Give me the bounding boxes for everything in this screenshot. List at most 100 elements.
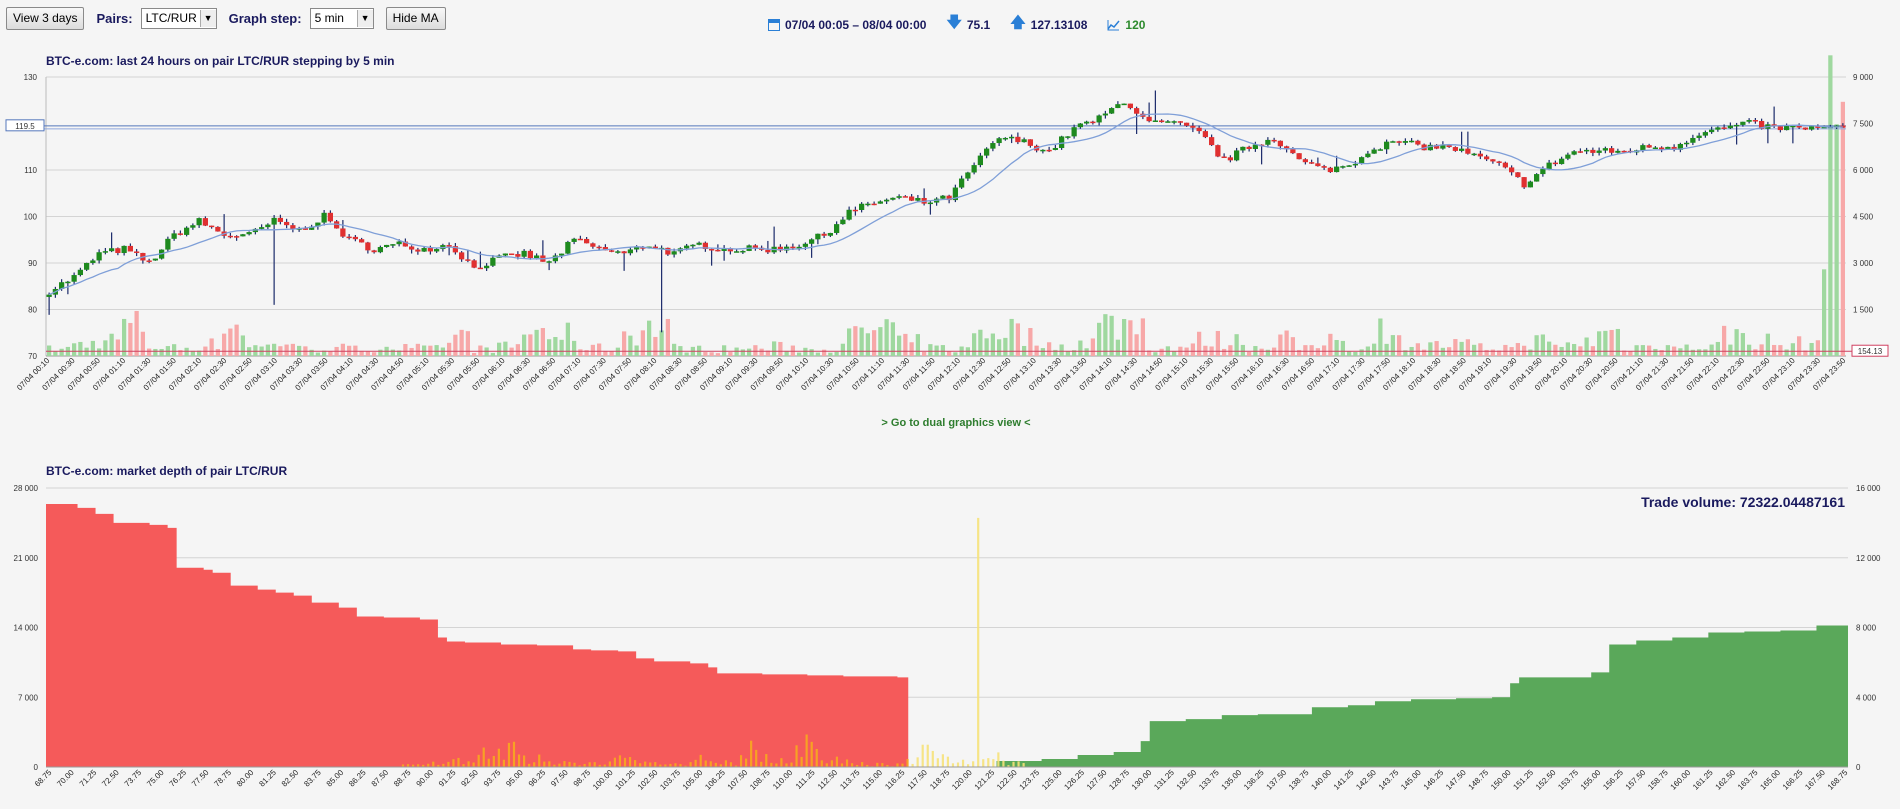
trade-volume-bar <box>815 748 818 767</box>
candle-body <box>402 241 408 247</box>
trade-volume-bar <box>795 745 798 767</box>
volume-bar <box>578 349 583 356</box>
volume-bar <box>547 339 552 356</box>
trade-volume-bar <box>583 763 586 767</box>
depth-chart-title: BTC-e.com: market depth of pair LTC/RUR <box>46 464 288 478</box>
candle-body <box>1359 157 1365 164</box>
candle-body <box>1384 141 1390 150</box>
candle-body <box>709 249 715 251</box>
volume-bar <box>1328 333 1333 356</box>
volume-bar <box>559 339 564 356</box>
x-tick-label: 77.50 <box>190 768 211 789</box>
volume-bar <box>990 333 995 356</box>
trade-volume-bar <box>497 748 500 767</box>
candle-body <box>952 187 958 201</box>
candle-body <box>852 209 858 212</box>
volume-bar <box>172 344 177 356</box>
x-tick-label: 143.75 <box>1377 768 1401 792</box>
trade-volume-bar <box>830 760 833 767</box>
candle-body <box>984 148 990 156</box>
x-tick-label: 85.00 <box>325 768 346 789</box>
candle-body <box>490 257 496 266</box>
volume-bar <box>1290 337 1295 356</box>
x-tick-label: 128.75 <box>1107 768 1131 792</box>
x-tick-label: 117.50 <box>906 768 930 792</box>
volume-bar <box>1653 348 1658 356</box>
volume-bar <box>1372 343 1377 356</box>
trade-volume-bar <box>896 763 899 767</box>
volume-bar <box>1009 318 1014 356</box>
trade-volume-bar <box>770 762 773 767</box>
trade-volume-bar <box>1017 761 1020 767</box>
volume-bar <box>328 351 333 356</box>
volume-bar <box>1059 344 1064 356</box>
graph-step-select[interactable]: 5 min ▼ <box>309 7 374 29</box>
trade-volume-bar <box>422 764 425 767</box>
candle-body <box>1021 139 1027 143</box>
y-tick-label: 21 000 <box>14 554 39 563</box>
candle-body <box>1365 153 1371 158</box>
volume-bar <box>972 333 977 356</box>
candle-body <box>1234 150 1240 161</box>
volume-bar <box>1190 343 1195 356</box>
volume-bar <box>765 350 770 356</box>
candle-body <box>665 247 671 255</box>
candle-body <box>1115 104 1121 109</box>
candle-body <box>371 250 377 253</box>
view-3-days-button[interactable]: View 3 days <box>6 6 85 30</box>
x-tick-label: 136.25 <box>1242 768 1266 792</box>
candle-body <box>284 221 290 226</box>
volume-bar <box>1003 337 1008 356</box>
volume-bar <box>1728 344 1733 356</box>
trade-volume-bar <box>765 754 768 767</box>
trade-volume-bar <box>780 758 783 767</box>
volume-bar <box>1709 344 1714 356</box>
volume-bar <box>1772 344 1777 356</box>
volume-bar <box>147 348 152 356</box>
pairs-select-value: LTC/RUR <box>145 11 197 25</box>
volume-bar <box>1153 352 1158 356</box>
candle-body <box>1134 108 1140 114</box>
candle-body <box>152 258 158 261</box>
pairs-select[interactable]: LTC/RUR ▼ <box>140 7 217 29</box>
candle-body <box>871 203 877 206</box>
x-tick-label: 107.50 <box>726 768 750 792</box>
candle-body <box>452 246 458 253</box>
candle-body <box>1052 148 1058 150</box>
trade-volume-bar <box>401 764 405 767</box>
candle-body <box>184 227 190 235</box>
trade-volume-label: Trade volume: 72322.04487161 <box>1641 494 1845 510</box>
candle-body <box>1146 116 1152 122</box>
trade-volume-bar <box>972 761 975 767</box>
volume-bar <box>997 339 1002 356</box>
candle-body <box>671 251 677 255</box>
candle-body <box>1459 148 1465 151</box>
candle-body <box>502 253 508 256</box>
candle-body <box>1790 125 1796 128</box>
trade-volume-bar <box>709 761 712 767</box>
x-tick-label: 96.25 <box>527 768 548 789</box>
trade-volume-bar <box>639 763 642 767</box>
volume-bar <box>865 333 870 356</box>
trade-volume-bar <box>729 762 733 767</box>
volume-bar <box>359 350 364 356</box>
volume-bar <box>1403 350 1408 356</box>
candle-body <box>177 233 183 235</box>
trade-volume-bar <box>855 765 859 767</box>
volume-bar <box>1834 124 1839 356</box>
candle-body <box>1209 137 1215 146</box>
hide-ma-button[interactable]: Hide MA <box>385 6 446 30</box>
candle-body <box>1490 159 1496 162</box>
volume-bar <box>59 348 64 356</box>
volume-bar <box>459 329 464 356</box>
dual-graphics-link[interactable]: > Go to dual graphics view < <box>881 417 1031 429</box>
trade-volume-bar <box>810 741 813 767</box>
candle-body <box>77 269 83 276</box>
candle-body <box>1477 153 1483 157</box>
candle-body <box>427 248 433 252</box>
volume-bar <box>1197 331 1202 356</box>
candle-body <box>565 241 571 254</box>
x-tick-label: 103.75 <box>658 768 682 792</box>
candle-body <box>1496 161 1502 163</box>
candle-body <box>1190 125 1196 128</box>
